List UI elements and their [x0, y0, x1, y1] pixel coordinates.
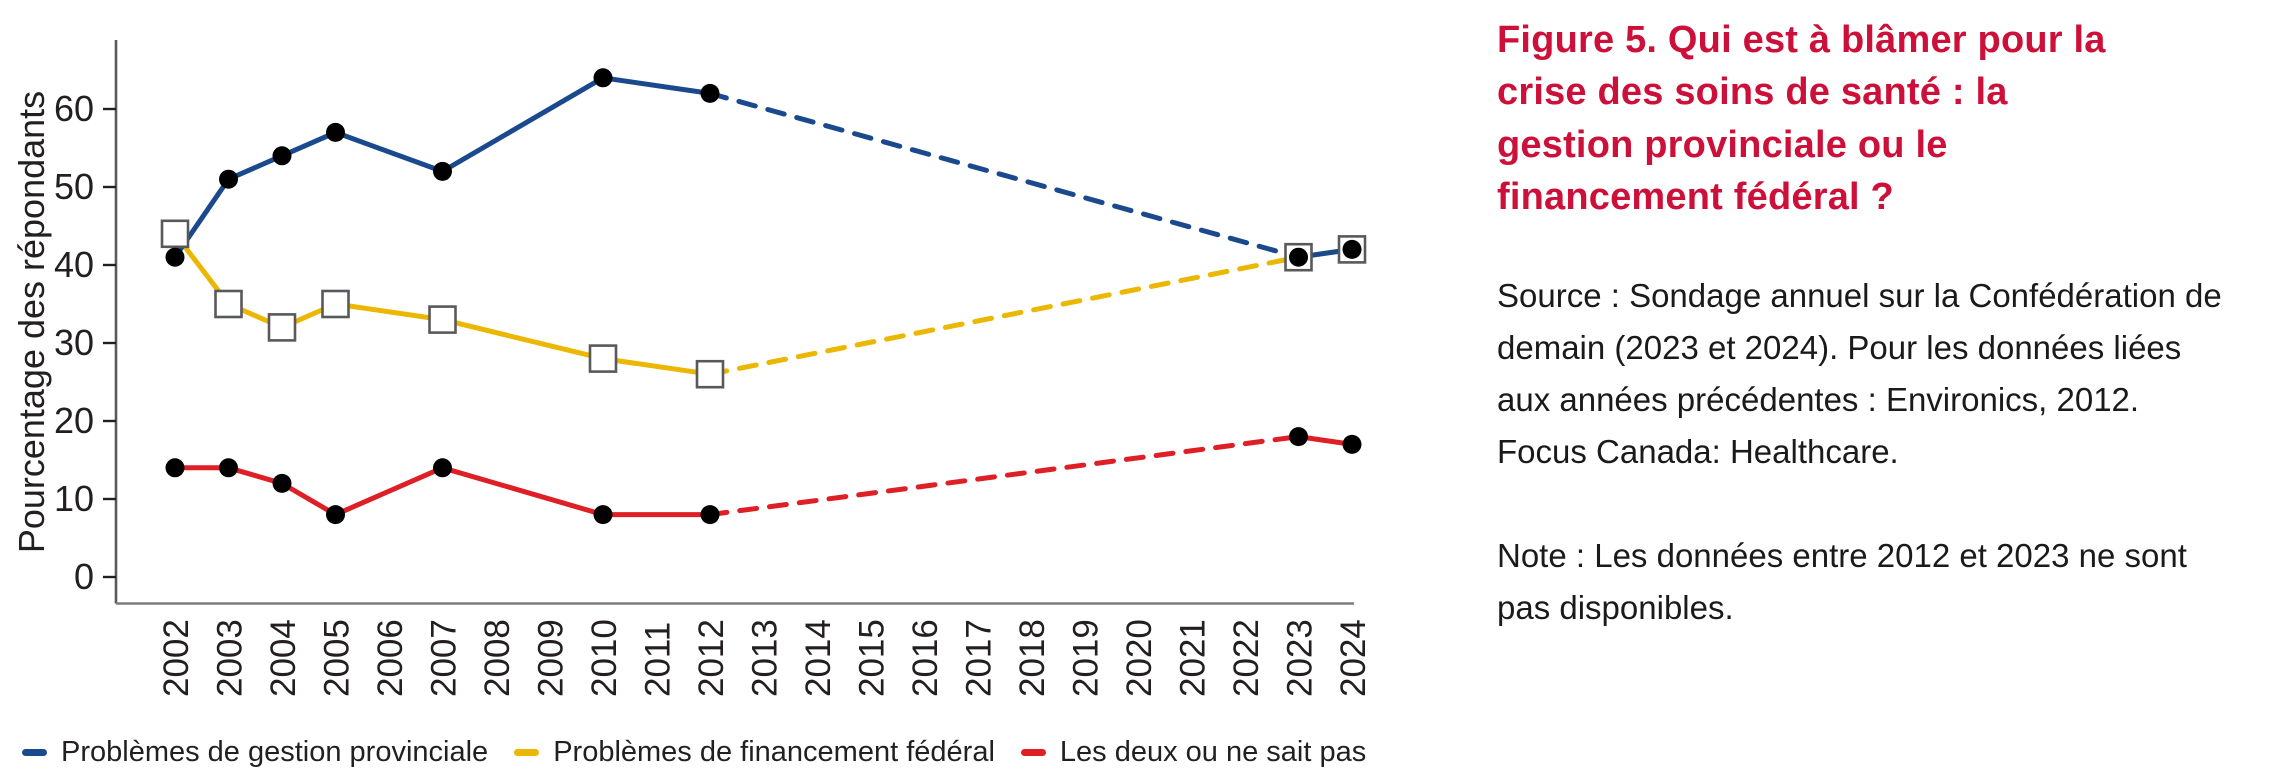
y-tick-label: 50 — [54, 166, 94, 207]
marker-dot — [219, 458, 238, 478]
series-path-dashed — [707, 254, 1301, 377]
x-tick-label: 2006 — [371, 619, 410, 697]
x-tick-label: 2024 — [1334, 619, 1373, 697]
marker-dot — [593, 505, 613, 525]
x-tick-label: 2008 — [478, 619, 517, 697]
x-tick-label: 2020 — [1120, 619, 1159, 697]
marker-dot — [272, 146, 292, 166]
x-tick-label: 2005 — [318, 619, 357, 697]
y-tick-label: 10 — [54, 478, 94, 519]
marker-square — [160, 219, 190, 249]
x-tick-label: 2014 — [799, 619, 838, 697]
marker-dot — [700, 83, 720, 103]
legend-label-federal: Problèmes de financement fédéral — [553, 736, 995, 768]
marker-square — [428, 305, 457, 334]
x-tick-label: 2007 — [425, 619, 464, 697]
figure-note: Note : Les données entre 2012 et 2023 ne… — [1497, 537, 2187, 627]
marker-dot — [165, 247, 185, 267]
y-tick-label: 0 — [74, 556, 94, 597]
marker-dot — [1289, 427, 1308, 447]
x-tick-label: 2002 — [157, 619, 196, 697]
marker-square — [588, 344, 618, 373]
marker-square — [267, 313, 297, 342]
x-tick-label: 2011 — [639, 622, 678, 697]
marker-square — [321, 289, 350, 319]
legend-swatch-blue-dash — [22, 749, 47, 756]
marker-dot — [1342, 434, 1362, 454]
figure-source: Source : Sondage annuel sur la Confédéra… — [1497, 276, 2222, 471]
figure-title: Figure 5. Qui est à blâmer pour la crise… — [1497, 19, 2106, 219]
marker-dot — [272, 473, 292, 493]
x-tick-label: 2009 — [532, 619, 571, 697]
legend-swatch-yellow-dash — [514, 749, 540, 756]
marker-dot — [1289, 247, 1308, 267]
chart-legend: Problèmes de gestion provinciale Problèm… — [22, 738, 1366, 767]
marker-dot — [1342, 239, 1362, 259]
marker-dot — [326, 122, 345, 142]
y-tick-label: 40 — [54, 244, 94, 285]
marker-dot — [433, 161, 452, 181]
x-tick-label: 2022 — [1227, 619, 1266, 697]
series-path-solid — [172, 231, 713, 377]
marker-dot — [165, 458, 185, 478]
y-axis-title: Pourcentage des répondants — [11, 91, 52, 553]
legend-item-both: Les deux ou ne sait pas — [1020, 736, 1367, 768]
x-tick-label: 2013 — [746, 619, 785, 697]
marker-dot — [593, 68, 613, 88]
legend-label-provincial: Problèmes de gestion provinciale — [61, 736, 489, 768]
line-chart-area: 0 10 20 30 40 50 60 Pourcentage des répondants 2… — [11, 40, 1373, 697]
x-tick-label: 2010 — [585, 619, 624, 697]
x-tick-label: 2017 — [960, 619, 999, 697]
marker-dot — [326, 505, 345, 525]
marker-dot — [433, 458, 452, 478]
series-path-dashed — [707, 434, 1301, 518]
y-tick-label: 20 — [54, 400, 94, 441]
x-tick-label: 2021 — [1174, 619, 1213, 697]
series-path-dashed — [707, 90, 1301, 260]
marker-dot — [219, 169, 238, 189]
legend-label-both: Les deux ou ne sait pas — [1059, 736, 1367, 768]
x-tick-label: 2016 — [906, 619, 945, 697]
x-tick-label: 2012 — [692, 619, 731, 697]
x-tick-label: 2019 — [1067, 619, 1106, 697]
x-tick-label: 2023 — [1281, 619, 1320, 697]
legend-item-federal: Problèmes de financement fédéral — [514, 738, 995, 767]
x-tick-label: 2015 — [853, 619, 892, 697]
marker-square — [214, 289, 243, 319]
figure-text-column: Figure 5. Qui est à blâmer pour la crise… — [1497, 14, 2227, 635]
y-tick-label: 30 — [54, 322, 94, 363]
x-tick-label: 2004 — [264, 619, 303, 697]
y-tick-label: 60 — [54, 88, 94, 129]
marker-square — [695, 359, 725, 389]
legend-swatch-red-dash — [1020, 749, 1046, 756]
legend-item-provincial: Problèmes de gestion provinciale — [22, 738, 488, 767]
x-tick-label: 2003 — [211, 619, 250, 697]
x-tick-label: 2018 — [1013, 619, 1052, 697]
marker-dot — [700, 505, 720, 525]
